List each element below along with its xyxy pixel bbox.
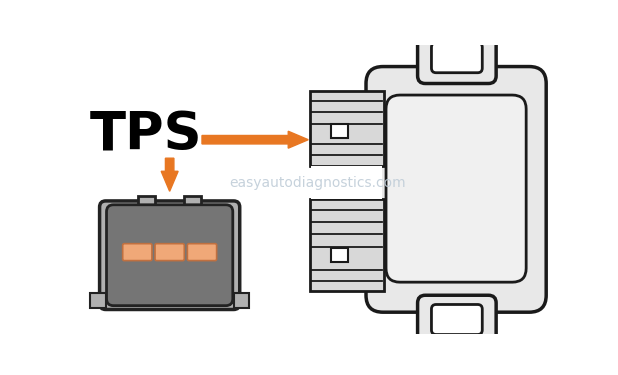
Bar: [310, 91, 384, 166]
FancyBboxPatch shape: [99, 201, 240, 309]
FancyBboxPatch shape: [234, 292, 249, 308]
FancyBboxPatch shape: [138, 196, 155, 210]
FancyBboxPatch shape: [386, 95, 526, 282]
FancyBboxPatch shape: [431, 304, 482, 334]
Bar: [331, 124, 349, 138]
Bar: [310, 199, 384, 291]
Polygon shape: [161, 158, 178, 191]
FancyBboxPatch shape: [90, 292, 106, 308]
FancyBboxPatch shape: [187, 244, 217, 261]
Text: TPS: TPS: [90, 109, 203, 161]
Bar: [331, 248, 349, 262]
Text: easyautodiagnostics.com: easyautodiagnostics.com: [229, 176, 406, 190]
FancyBboxPatch shape: [431, 43, 482, 73]
FancyBboxPatch shape: [366, 66, 546, 312]
FancyBboxPatch shape: [123, 244, 152, 261]
FancyBboxPatch shape: [418, 33, 496, 84]
FancyBboxPatch shape: [106, 205, 233, 306]
Bar: [311, 166, 382, 199]
Polygon shape: [202, 131, 308, 148]
FancyBboxPatch shape: [184, 196, 201, 210]
FancyBboxPatch shape: [155, 244, 184, 261]
FancyBboxPatch shape: [418, 295, 496, 345]
